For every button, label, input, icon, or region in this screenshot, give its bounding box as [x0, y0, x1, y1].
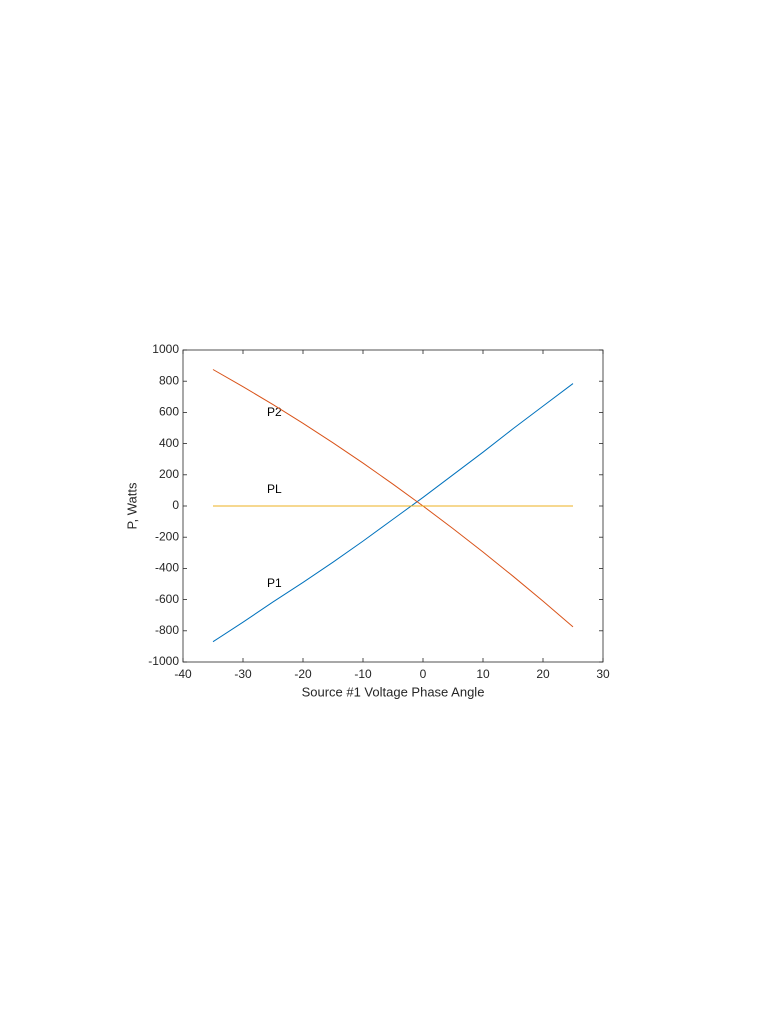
y-tick-label: -800	[155, 623, 179, 637]
y-tick-label: -600	[155, 592, 179, 606]
y-tick-label: 1000	[152, 342, 179, 356]
series-line	[212, 383, 574, 643]
series-annotation: P2	[267, 405, 282, 419]
x-tick-label: 10	[476, 667, 490, 681]
y-tick-label: 600	[159, 405, 179, 419]
x-tick-label: 30	[596, 667, 610, 681]
x-tick-label: 20	[536, 667, 550, 681]
y-tick-label: 0	[172, 498, 179, 512]
x-tick-label: -10	[354, 667, 372, 681]
series-annotation: PL	[267, 482, 282, 496]
y-tick-label: -1000	[148, 654, 179, 668]
x-tick-label: -20	[294, 667, 312, 681]
x-tick-label: -40	[174, 667, 192, 681]
y-axis-title: P, Watts	[124, 482, 139, 529]
x-axis-title: Source #1 Voltage Phase Angle	[302, 684, 485, 699]
series-line	[212, 369, 574, 628]
x-tick-label: 0	[420, 667, 427, 681]
y-tick-label: 400	[159, 436, 179, 450]
y-tick-label: 200	[159, 467, 179, 481]
y-tick-label: -200	[155, 529, 179, 543]
x-tick-label: -30	[234, 667, 252, 681]
series-annotation: P1	[267, 576, 282, 590]
y-tick-label: 800	[159, 373, 179, 387]
y-tick-label: -400	[155, 561, 179, 575]
